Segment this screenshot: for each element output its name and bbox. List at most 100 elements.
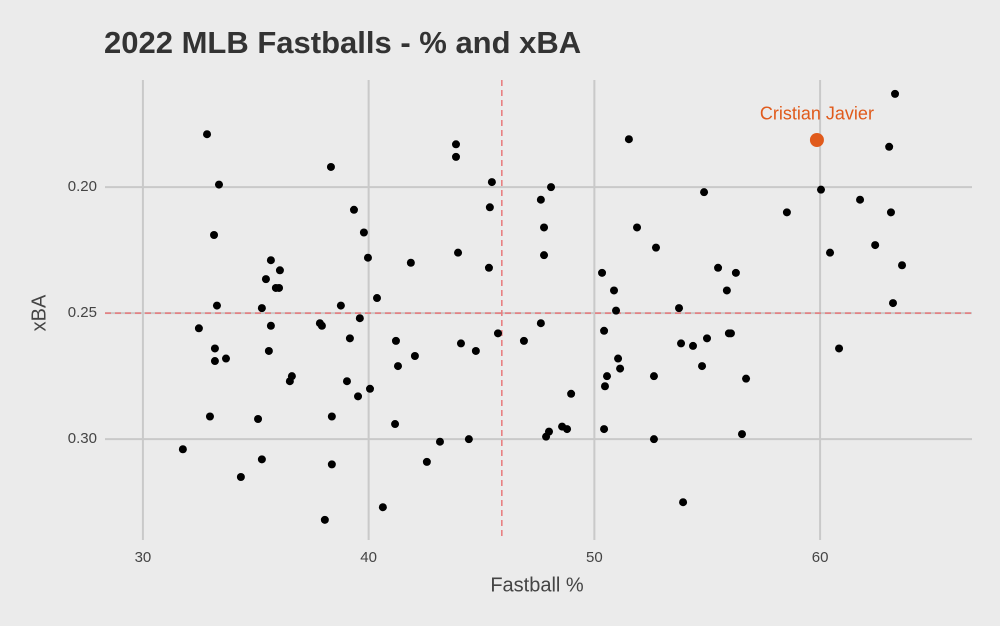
point <box>809 132 824 147</box>
point <box>365 384 374 393</box>
point <box>826 248 835 257</box>
point <box>287 372 296 381</box>
point <box>563 425 572 434</box>
point <box>856 195 865 204</box>
point <box>624 135 633 144</box>
point <box>349 205 358 214</box>
point <box>194 324 203 333</box>
point <box>327 412 336 421</box>
point <box>264 346 273 355</box>
x-tick-label: 40 <box>360 549 377 566</box>
y-tick-label: 0.30 <box>68 430 97 447</box>
point <box>614 354 623 363</box>
point <box>451 152 460 161</box>
point <box>355 314 364 323</box>
point <box>391 420 400 429</box>
point <box>603 372 612 381</box>
point <box>275 266 284 275</box>
point <box>540 251 549 260</box>
point <box>898 261 907 270</box>
point <box>406 258 415 267</box>
point <box>675 304 684 313</box>
point <box>679 498 688 507</box>
point <box>257 455 266 464</box>
point <box>612 306 621 315</box>
point <box>493 329 502 338</box>
point <box>742 374 751 383</box>
point <box>600 425 609 434</box>
point <box>536 319 545 328</box>
point <box>649 372 658 381</box>
point <box>677 339 686 348</box>
point <box>519 336 528 345</box>
point <box>891 89 900 98</box>
point <box>737 430 746 439</box>
point <box>598 268 607 277</box>
point <box>616 364 625 373</box>
point <box>724 329 733 338</box>
point <box>703 334 712 343</box>
point <box>871 241 880 250</box>
point <box>435 437 444 446</box>
point <box>354 392 363 401</box>
point <box>454 248 463 257</box>
point <box>326 162 335 171</box>
point <box>731 268 740 277</box>
point <box>816 185 825 194</box>
y-axis-label: xBA <box>28 294 50 331</box>
point <box>203 130 212 139</box>
point <box>221 354 230 363</box>
point <box>567 389 576 398</box>
point <box>359 228 368 237</box>
x-tick-label: 50 <box>586 549 603 566</box>
point <box>266 321 275 330</box>
point <box>600 326 609 335</box>
point <box>391 336 400 345</box>
point <box>536 195 545 204</box>
point <box>372 294 381 303</box>
point <box>261 275 270 284</box>
point <box>689 341 698 350</box>
point <box>700 188 709 197</box>
point <box>378 503 387 512</box>
point <box>698 362 707 371</box>
point <box>410 352 419 360</box>
point <box>236 472 245 481</box>
point <box>600 382 609 391</box>
x-tick-label: 30 <box>135 549 152 566</box>
point <box>451 140 460 149</box>
point <box>885 142 894 151</box>
point <box>317 321 326 330</box>
point <box>456 339 465 348</box>
point <box>835 344 844 353</box>
point <box>327 460 336 469</box>
point <box>210 231 219 240</box>
point <box>487 178 496 187</box>
y-tick-label: 0.20 <box>68 178 97 195</box>
chart-title: 2022 MLB Fastballs - % and xBA <box>104 25 581 60</box>
point <box>610 286 619 295</box>
point <box>393 362 402 371</box>
point <box>214 180 223 189</box>
point <box>275 283 284 292</box>
point <box>782 208 791 217</box>
point-label: Cristian Javier <box>760 104 874 124</box>
point <box>547 183 556 192</box>
point <box>205 412 214 421</box>
point <box>484 263 493 272</box>
point <box>422 457 431 466</box>
point <box>266 256 275 265</box>
point <box>212 301 221 310</box>
point <box>336 301 345 310</box>
y-tick-label: 0.25 <box>68 304 97 321</box>
point <box>633 223 642 232</box>
point <box>485 203 494 212</box>
point <box>320 515 329 524</box>
point <box>714 263 723 272</box>
point <box>254 415 263 424</box>
point <box>464 435 473 444</box>
point <box>722 286 731 295</box>
point <box>540 223 549 232</box>
point <box>178 445 187 454</box>
point <box>363 253 372 262</box>
